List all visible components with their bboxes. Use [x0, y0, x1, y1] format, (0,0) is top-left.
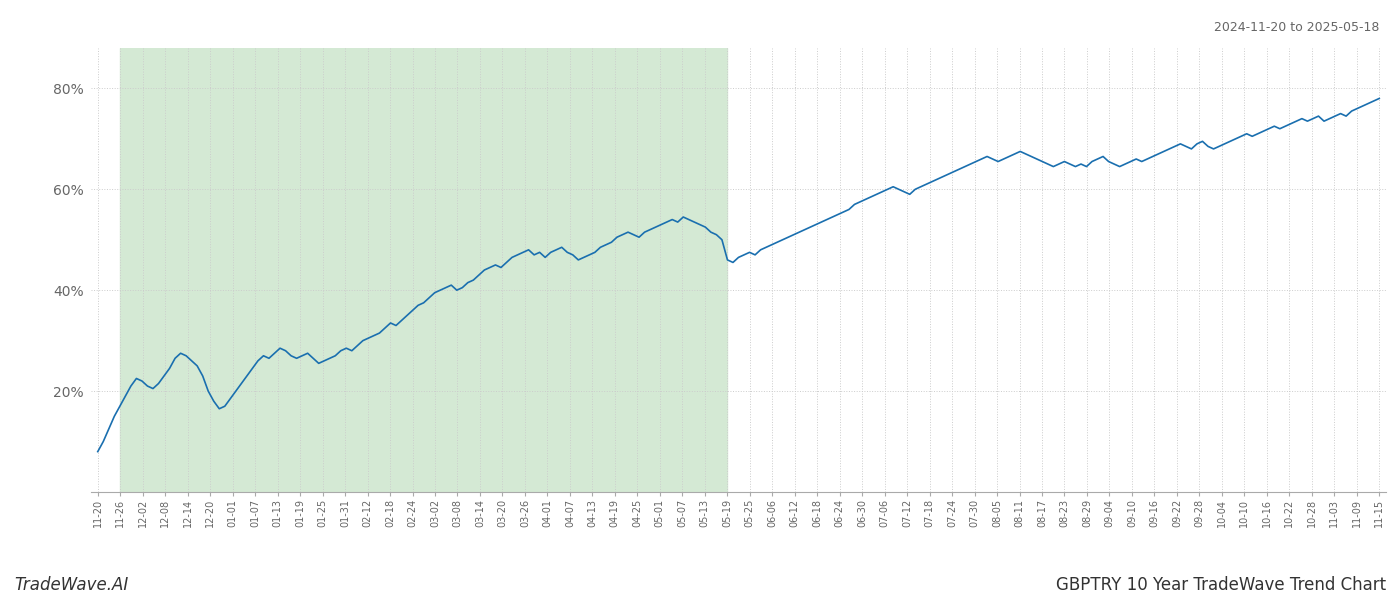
Text: 2024-11-20 to 2025-05-18: 2024-11-20 to 2025-05-18: [1214, 21, 1379, 34]
Text: TradeWave.AI: TradeWave.AI: [14, 576, 129, 594]
Bar: [120, 48, 727, 492]
Text: GBPTRY 10 Year TradeWave Trend Chart: GBPTRY 10 Year TradeWave Trend Chart: [1056, 576, 1386, 594]
